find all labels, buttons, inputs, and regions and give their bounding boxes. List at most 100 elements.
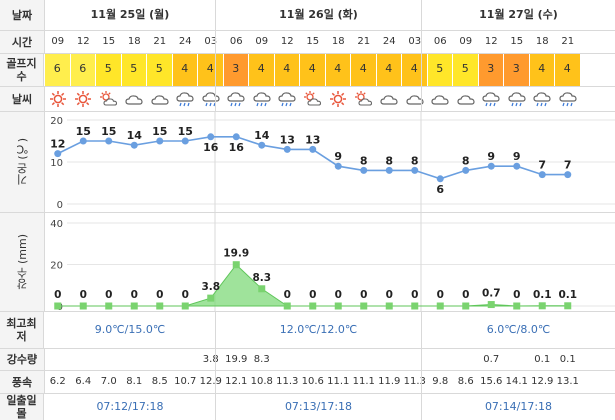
cloud-icon — [428, 87, 454, 111]
sun-row: 일출일몰 07:12/17:18 07:13/17:18 07:14/17:18 — [0, 394, 615, 420]
sun-label: 일출일몰 — [0, 394, 44, 420]
wind-cell: 11.9 — [378, 376, 401, 387]
cloud-icon — [402, 87, 428, 111]
rain-cloud-icon — [198, 87, 224, 111]
y-tick-label: 0 — [57, 200, 63, 211]
temperature-chart: 0 10 20 12 15 15 14 15 15 16 16 14 13 13 9 8 8 8 6 8 9 9 7 7 — [50, 112, 615, 212]
golf-index-cell: 4 — [172, 54, 198, 86]
precip-point — [79, 302, 87, 310]
hour-cell: 24 — [178, 36, 192, 47]
precip-chart-row: 강수 (mm) 0 20 40 0 0 0 0 0 0 3.8 19.98.3 0 0 0 0 0 0 0 0 0.7… — [0, 213, 615, 312]
golf-index-cell: 5 — [453, 54, 479, 86]
wind-row: 풍속 6.2 6.4 7.0 8.1 8.5 10.7 12.9 12.1 10.8 11.3 10… — [0, 371, 615, 394]
precip-cell — [377, 349, 403, 370]
precip-data-label: 0 — [80, 289, 87, 301]
precip-cell — [326, 349, 352, 370]
hour-cell: 03 — [204, 36, 218, 47]
precip-data-label: 0 — [182, 289, 189, 301]
precip-cell — [351, 349, 377, 370]
rain-cloud-icon — [173, 87, 199, 111]
golf-index-cell: 5 — [147, 54, 173, 86]
temperature-data-label: 13 — [280, 133, 295, 146]
hour-cell: 06 — [229, 36, 243, 47]
cloud-icon — [377, 87, 403, 111]
precip-data-label: 8.3 — [252, 272, 271, 284]
hour-cell: 15 — [102, 36, 116, 47]
day-2-date: 11월 26일 (화) — [279, 8, 358, 21]
wind-cell: 12.1 — [225, 376, 248, 387]
temperature-data-label: 9 — [513, 150, 521, 163]
temperature-data-label: 12 — [50, 138, 65, 151]
golf-index-cell: 5 — [96, 54, 122, 86]
y-tick-label: 10 — [50, 158, 63, 169]
golf-index-cell: 5 — [427, 54, 453, 86]
rain-cloud-icon — [249, 87, 275, 111]
precip-axis-title: 강수 (mm) — [15, 234, 29, 290]
golf-index-cell: 4 — [555, 54, 581, 86]
precip-cell — [122, 349, 148, 370]
wind-label: 풍속 — [0, 371, 45, 393]
wind-cell: 10.8 — [250, 376, 273, 387]
wind-cell: 8.5 — [151, 376, 168, 387]
precip-point — [538, 302, 546, 310]
temperature-point — [54, 150, 62, 158]
weather-label: 날씨 — [0, 87, 45, 111]
golf-index-cell: 4 — [274, 54, 300, 86]
hour-cell: 09 — [51, 36, 65, 47]
hour-cell: 18 — [535, 36, 549, 47]
hour-cell: 09 — [459, 36, 473, 47]
temperature-point — [79, 137, 87, 145]
minmax-row: 최고최저 9.0℃/15.0℃ 12.0℃/12.0℃ 6.0℃/8.0℃ — [0, 312, 615, 349]
temperature-data-label: 7 — [564, 159, 572, 172]
wind-cell: 11.3 — [403, 376, 426, 387]
golf-index-cell: 4 — [249, 54, 275, 86]
hour-cell: 12 — [280, 36, 294, 47]
precip-point — [334, 302, 342, 310]
sun-icon — [326, 87, 352, 111]
precip-cell — [402, 349, 428, 370]
precip-cell — [96, 349, 122, 370]
golf-index-cell: 6 — [45, 54, 71, 86]
hour-cell: 21 — [153, 36, 167, 47]
precip-data-label: 0 — [462, 289, 469, 301]
hour-cell: 03 — [408, 36, 422, 47]
precip-cell — [300, 349, 326, 370]
temperature-axis-label: 기온 (℃) — [0, 112, 45, 212]
temperature-point — [334, 162, 342, 170]
wind-cell: 11.3 — [276, 376, 299, 387]
precip-data-label: 19.9 — [223, 248, 249, 260]
precip-row: 강수량 3.8 19.9 8.3 0.7 0.1 0.1 — [0, 349, 615, 371]
precip-data-label: 0 — [437, 289, 444, 301]
precip-point — [130, 302, 138, 310]
rain-cloud-icon — [224, 87, 250, 111]
precip-cell: 0.1 — [534, 354, 551, 365]
y-tick-label: 40 — [50, 219, 63, 230]
precip-cell — [504, 349, 530, 370]
wind-cell: 9.8 — [432, 376, 449, 387]
golf-index-cell: 5 — [121, 54, 147, 86]
cloud-icon — [453, 87, 479, 111]
date-row: 날짜 11월 25일 (월) 11월 26일 (화) 11월 27일 (수) — [0, 0, 615, 31]
precip-axis-label: 강수 (mm) — [0, 213, 45, 311]
precip-cell — [453, 349, 479, 370]
wind-cell: 8.1 — [126, 376, 143, 387]
precip-data-label: 0 — [386, 289, 393, 301]
temperature-point — [156, 137, 164, 145]
hour-cell: 09 — [255, 36, 269, 47]
wind-cell: 6.4 — [75, 376, 92, 387]
y-tick-label: 20 — [50, 116, 63, 127]
precip-point — [309, 302, 317, 310]
precip-data-label: 0 — [54, 289, 61, 301]
temperature-data-label: 7 — [538, 159, 546, 172]
precip-data-label: 0 — [309, 289, 316, 301]
temperature-point — [181, 137, 189, 145]
rain-cloud-icon — [504, 87, 530, 111]
precip-point — [436, 302, 444, 310]
precip-label: 강수량 — [0, 349, 45, 370]
hour-cell: 06 — [433, 36, 447, 47]
precip-point — [360, 302, 368, 310]
precip-data-label: 0 — [335, 289, 342, 301]
temperature-point — [487, 162, 495, 170]
precip-cell — [147, 349, 173, 370]
